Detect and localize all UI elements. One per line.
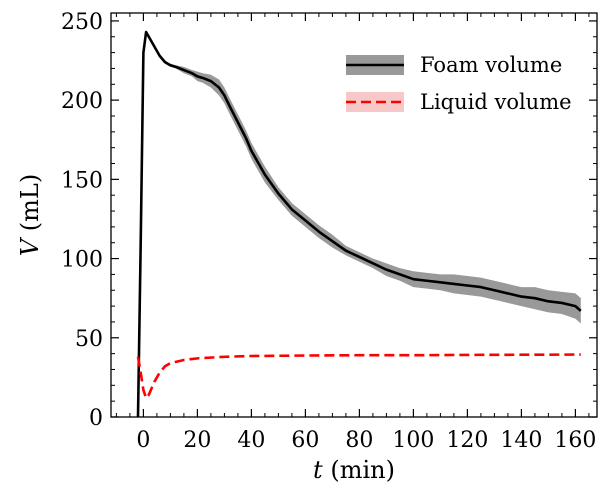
- x-tick-label: 160: [554, 428, 596, 453]
- x-tick-label: 40: [237, 428, 265, 453]
- x-tick-label: 0: [136, 428, 150, 453]
- y-tick-label: 200: [61, 89, 103, 114]
- legend-swatch-band: [346, 92, 404, 112]
- y-tick-label: 100: [61, 248, 103, 273]
- y-tick-label: 0: [89, 406, 103, 431]
- y-tick-label: 250: [61, 10, 103, 35]
- series-line-2: [136, 353, 581, 400]
- x-tick-label: 100: [392, 428, 434, 453]
- y-tick-label: 50: [75, 327, 103, 352]
- y-tick-label: 150: [61, 168, 103, 193]
- legend-label: Foam volume: [420, 53, 562, 77]
- x-tick-label: 20: [183, 428, 211, 453]
- plot-area: [110, 12, 598, 418]
- series-line-1: [136, 30, 582, 417]
- x-tick-label: 60: [291, 428, 319, 453]
- x-tick-label: 80: [345, 428, 373, 453]
- y-axis-label: V (mL): [16, 174, 44, 256]
- x-tick-label: 140: [500, 428, 542, 453]
- x-tick-label: 120: [446, 428, 488, 453]
- legend: Foam volume Liquid volume: [346, 53, 572, 114]
- legend-label: Liquid volume: [420, 90, 572, 114]
- x-axis-label: t (min): [313, 456, 395, 484]
